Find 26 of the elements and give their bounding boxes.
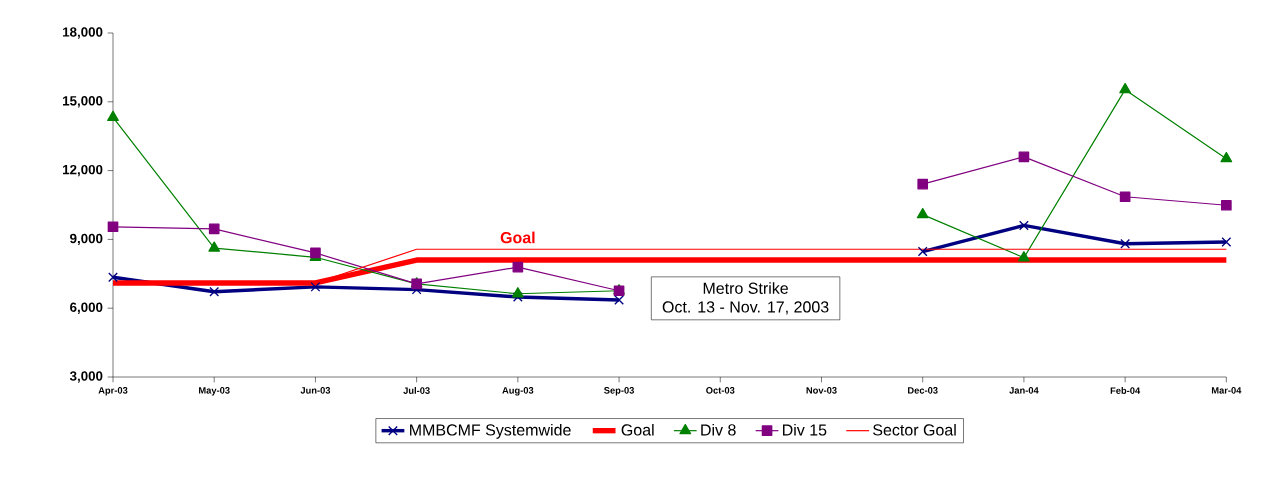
- x-tick-label: Jul-03: [403, 387, 430, 394]
- annotation: Oct. 13 - Nov. 17, 2003: [662, 301, 829, 315]
- legend-label: Sector Goal: [873, 423, 956, 436]
- x-tick-label: Mar-04: [1211, 387, 1242, 394]
- y-tick-label: 15,000: [63, 96, 103, 108]
- x-tick-label: May-03: [199, 387, 230, 396]
- y-tick-label: 9,000: [70, 233, 103, 246]
- x-tick-label: Jan-04: [1009, 387, 1039, 394]
- annotation: Goal: [500, 231, 535, 244]
- legend-label: Div 8: [701, 423, 736, 436]
- legend-label: Goal: [621, 423, 654, 436]
- annotation: Metro Strike: [703, 282, 788, 294]
- x-tick-label: Nov-03: [806, 387, 837, 394]
- x-tick-label: Feb-04: [1110, 387, 1141, 394]
- x-tick-label: Jun-03: [300, 387, 331, 394]
- x-tick-label: Sep-03: [604, 387, 635, 396]
- legend-label: Div 15: [783, 423, 827, 436]
- x-tick-label: Apr-03: [98, 387, 128, 396]
- y-tick-label: 3,000: [69, 371, 103, 383]
- x-tick-label: Dec-03: [908, 387, 938, 394]
- y-tick-label: 6,000: [70, 302, 103, 314]
- y-tick-label: 12,000: [63, 164, 103, 177]
- x-tick-label: Aug-03: [502, 387, 534, 396]
- legend-label: MMBCMF Systemwide: [410, 423, 571, 439]
- x-tick-label: Oct-03: [706, 387, 735, 394]
- y-tick-label: 18,000: [63, 27, 103, 39]
